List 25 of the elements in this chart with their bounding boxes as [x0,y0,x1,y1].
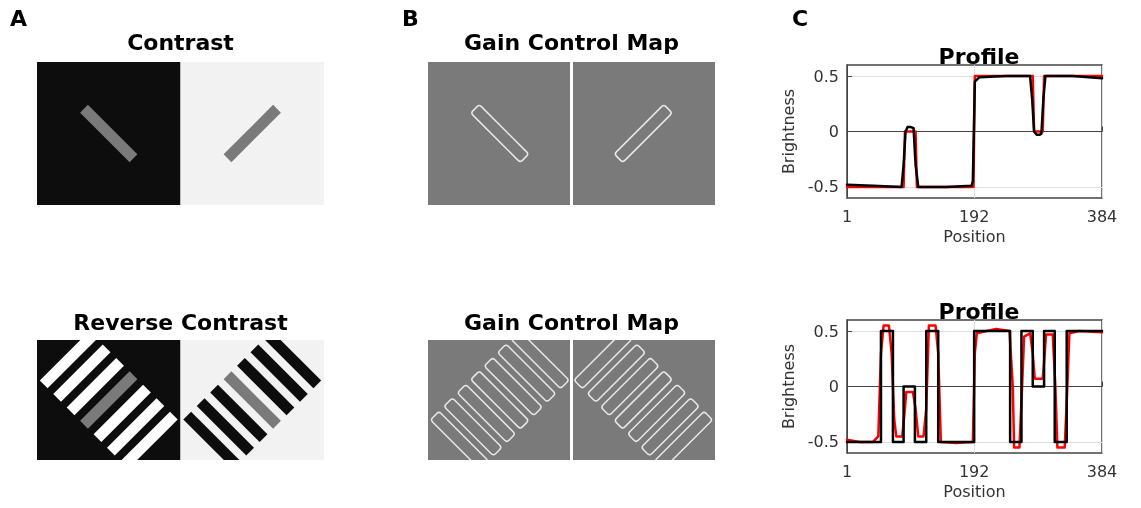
chart-title: Profile [938,298,1020,324]
x-axis-title: Position [943,482,1006,502]
text: Reverse Contrast [72,310,289,335]
y-tick-label: 0.5 [813,66,839,86]
y-tick-label: 0.5 [813,321,839,341]
text: C [792,6,809,31]
x-tick-label: 192 [958,461,990,481]
x-tick-label: 192 [958,206,990,226]
chart-title: Profile [938,43,1020,69]
text: Gain Control Map [463,310,680,335]
x-tick-label: 1 [841,461,853,481]
y-axis-title: Brightness [779,88,799,175]
x-tick-label: 1 [841,206,853,226]
text: B [402,6,419,31]
x-tick-label: 384 [1086,461,1118,481]
text: A [10,6,28,31]
y-tick-label: -0.5 [807,177,839,197]
y-tick-label: 0 [828,122,839,141]
x-tick-label: 384 [1086,206,1118,226]
text: Gain Control Map [463,30,680,55]
y-tick-label: 0 [828,377,839,396]
y-tick-label: -0.5 [807,432,839,452]
x-axis-title: Position [943,227,1006,247]
y-axis-title: Brightness [779,343,799,430]
text: Contrast [126,30,235,55]
